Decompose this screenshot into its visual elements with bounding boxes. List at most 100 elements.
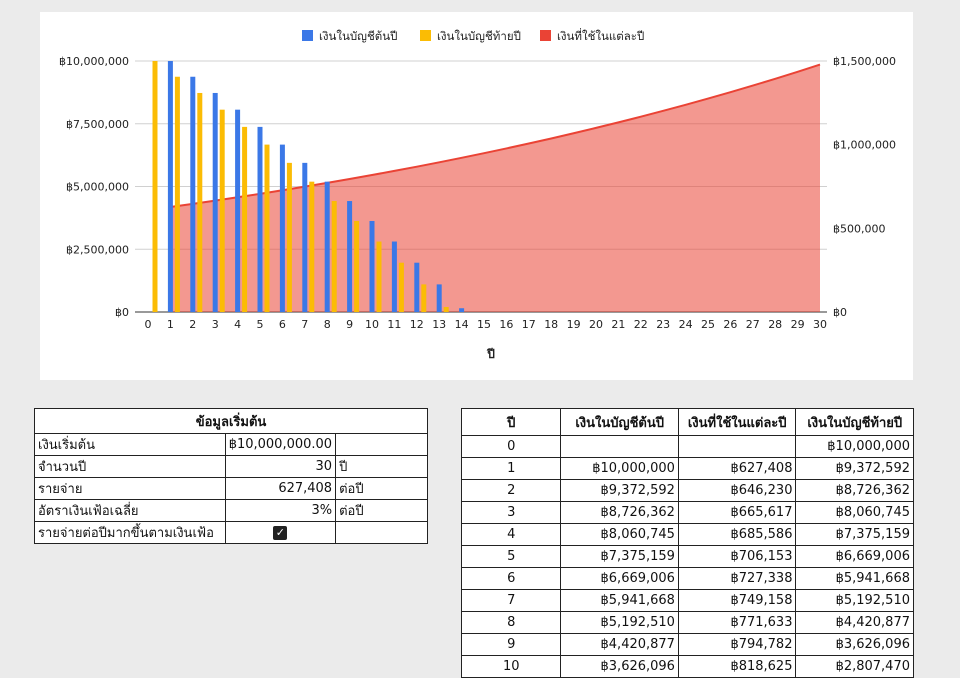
table-cell[interactable]: ฿4,420,877: [795, 611, 914, 634]
table-cell[interactable]: ฿5,192,510: [795, 589, 914, 612]
x-tick-label: 0: [145, 318, 152, 331]
table-cell[interactable]: [560, 435, 679, 458]
table-cell[interactable]: ฿8,060,745: [795, 501, 914, 524]
bar-start-balance: [302, 162, 308, 312]
table-cell[interactable]: ฿2,807,470: [795, 655, 914, 678]
checkbox-cell[interactable]: ✓: [224, 521, 337, 544]
table-cell[interactable]: ฿9,372,592: [560, 479, 679, 502]
legend-label: เงินที่ใช้ในแต่ละปี: [557, 28, 644, 43]
settings-row-start-money: เงินเริ่มต้น ฿10,000,000.00: [34, 433, 428, 456]
start-money-cell[interactable]: ฿10,000,000.00: [224, 433, 337, 456]
x-tick-label: 17: [522, 318, 536, 331]
bar-start-balance: [347, 201, 353, 312]
table-cell[interactable]: ฿749,158: [677, 589, 797, 612]
table-cell[interactable]: ฿4,420,877: [560, 633, 679, 656]
settings-label: รายจ่ายต่อปีมากขึ้นตามเงินเฟ้อ: [34, 521, 226, 544]
settings-row-inflation: อัตราเงินเฟ้อเฉลี่ย 3% ต่อปี: [34, 499, 428, 522]
table-cell[interactable]: 0: [460, 435, 562, 458]
x-tick-label: 18: [544, 318, 558, 331]
table-row: 2 ฿9,372,592 ฿646,230 ฿8,726,362: [460, 479, 914, 502]
table-cell[interactable]: ฿5,192,510: [560, 611, 679, 634]
table-cell[interactable]: ฿646,230: [677, 479, 797, 502]
settings-unit: ต่อปี: [335, 477, 428, 500]
table-cell[interactable]: [677, 435, 797, 458]
years-table-header: ปี เงินในบัญชีต้นปี เงินที่ใช้ในแต่ละปี …: [460, 408, 914, 436]
table-cell[interactable]: ฿771,633: [677, 611, 797, 634]
table-cell[interactable]: ฿6,669,006: [560, 567, 679, 590]
table-cell[interactable]: 6: [460, 567, 562, 590]
table-cell[interactable]: ฿727,338: [677, 567, 797, 590]
x-tick-label: 22: [634, 318, 648, 331]
x-tick-label: 28: [768, 318, 782, 331]
table-cell[interactable]: ฿8,060,745: [560, 523, 679, 546]
expense-cell[interactable]: 627,408: [224, 477, 337, 500]
table-cell[interactable]: 10: [460, 655, 562, 678]
table-row: 3 ฿8,726,362 ฿665,617 ฿8,060,745: [460, 501, 914, 524]
left-axis-tick-label: ฿2,500,000: [66, 243, 129, 256]
table-cell[interactable]: ฿3,626,096: [795, 633, 914, 656]
table-cell[interactable]: 5: [460, 545, 562, 568]
table-cell[interactable]: ฿6,669,006: [795, 545, 914, 568]
table-cell[interactable]: ฿685,586: [677, 523, 797, 546]
left-axis-tick-label: ฿7,500,000: [66, 118, 129, 131]
settings-label: รายจ่าย: [34, 477, 226, 500]
legend-swatch: [540, 30, 551, 41]
table-cell[interactable]: 3: [460, 501, 562, 524]
bar-start-balance: [257, 126, 263, 312]
table-cell[interactable]: 8: [460, 611, 562, 634]
table-cell[interactable]: ฿665,617: [677, 501, 797, 524]
bar-end-balance: [219, 109, 225, 313]
checkbox-checked-icon[interactable]: ✓: [273, 526, 288, 540]
table-row: 7 ฿5,941,668 ฿749,158 ฿5,192,510: [460, 589, 914, 612]
settings-unit: ปี: [335, 455, 428, 478]
table-cell[interactable]: 4: [460, 523, 562, 546]
bar-end-balance: [354, 220, 360, 312]
table-cell[interactable]: ฿10,000,000: [795, 435, 914, 458]
bar-end-balance: [152, 61, 158, 312]
bar-end-balance: [421, 284, 427, 312]
years-cell[interactable]: 30: [224, 455, 337, 478]
table-cell[interactable]: 1: [460, 457, 562, 480]
right-axis-tick-label: ฿500,000: [833, 222, 886, 235]
x-tick-label: 3: [212, 318, 219, 331]
table-row: 1 ฿10,000,000 ฿627,408 ฿9,372,592: [460, 457, 914, 480]
table-cell[interactable]: ฿818,625: [677, 655, 797, 678]
x-tick-label: 16: [499, 318, 513, 331]
table-cell[interactable]: ฿706,153: [677, 545, 797, 568]
column-header: ปี: [460, 408, 562, 436]
table-row: 8 ฿5,192,510 ฿771,633 ฿4,420,877: [460, 611, 914, 634]
table-cell[interactable]: ฿7,375,159: [795, 523, 914, 546]
x-tick-label: 27: [746, 318, 760, 331]
table-row: 9 ฿4,420,877 ฿794,782 ฿3,626,096: [460, 633, 914, 656]
table-cell[interactable]: ฿5,941,668: [795, 567, 914, 590]
bar-start-balance: [190, 76, 196, 312]
inflation-cell[interactable]: 3%: [224, 499, 337, 522]
right-axis-tick-label: ฿0: [833, 306, 847, 319]
left-axis-tick-label: ฿0: [115, 306, 129, 319]
settings-label: จำนวนปี: [34, 455, 226, 478]
area-line-expense: [170, 63, 821, 209]
bar-start-balance: [235, 109, 241, 313]
table-cell[interactable]: ฿3,626,096: [560, 655, 679, 678]
x-tick-label: 21: [611, 318, 625, 331]
bar-start-balance: [391, 241, 397, 312]
bar-start-balance: [167, 61, 173, 312]
table-cell[interactable]: 9: [460, 633, 562, 656]
table-cell[interactable]: ฿794,782: [677, 633, 797, 656]
table-cell[interactable]: ฿627,408: [677, 457, 797, 480]
table-cell[interactable]: ฿5,941,668: [560, 589, 679, 612]
table-row: 6 ฿6,669,006 ฿727,338 ฿5,941,668: [460, 567, 914, 590]
table-cell[interactable]: ฿10,000,000: [560, 457, 679, 480]
bar-end-balance: [376, 241, 382, 312]
table-cell[interactable]: 7: [460, 589, 562, 612]
table-cell[interactable]: ฿7,375,159: [560, 545, 679, 568]
x-tick-label: 9: [346, 318, 353, 331]
table-cell[interactable]: 2: [460, 479, 562, 502]
bar-end-balance: [331, 201, 337, 312]
bar-start-balance: [279, 144, 285, 312]
table-cell[interactable]: ฿8,726,362: [560, 501, 679, 524]
x-tick-label: 24: [679, 318, 693, 331]
table-cell[interactable]: ฿8,726,362: [795, 479, 914, 502]
table-cell[interactable]: ฿9,372,592: [795, 457, 914, 480]
legend-swatch: [302, 30, 313, 41]
